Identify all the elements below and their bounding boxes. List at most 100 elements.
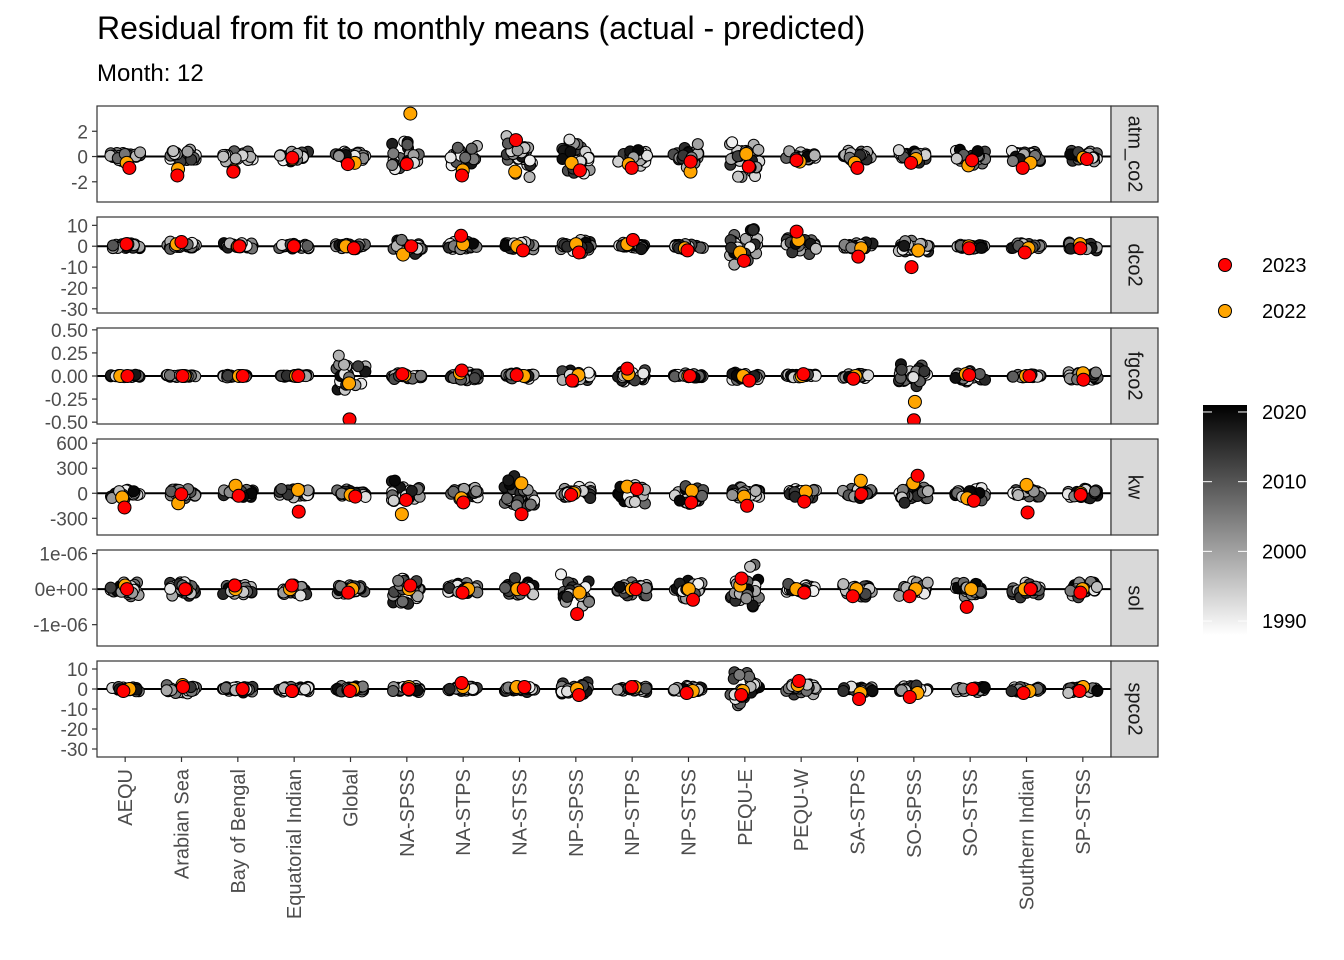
y-tick-label: 0 [77, 680, 88, 701]
history-point [918, 365, 931, 378]
history-point [221, 369, 234, 382]
point-2023 [284, 684, 299, 698]
point-2023 [395, 367, 410, 382]
point-2023 [342, 412, 357, 424]
y-tick-label: -30 [61, 300, 88, 321]
point-2023 [962, 368, 977, 383]
history-point [401, 138, 414, 151]
point-2023 [679, 686, 694, 700]
point-2023 [174, 235, 189, 250]
point-2023 [683, 154, 698, 169]
point-2023 [850, 160, 865, 175]
history-point [668, 683, 681, 696]
y-tick-label: 10 [67, 660, 88, 681]
x-tick-label: Arabian Sea [172, 768, 194, 879]
point-2023 [796, 367, 811, 382]
y-tick-label: -10 [61, 700, 88, 721]
point-2023 [285, 150, 300, 165]
point-2023 [965, 682, 980, 696]
history-point [749, 485, 762, 498]
history-point [273, 149, 286, 162]
history-point [443, 682, 456, 695]
history-point [895, 363, 908, 376]
point-2022 [739, 147, 754, 161]
point-2023 [1079, 152, 1094, 167]
chart-title: Residual from fit to monthly means (actu… [97, 10, 866, 46]
point-2023 [904, 260, 919, 275]
history-point [414, 369, 427, 382]
point-2023 [851, 249, 866, 264]
y-tick-label: 1e-06 [39, 545, 88, 566]
point-2023 [959, 599, 974, 614]
point-2023 [291, 504, 306, 519]
legend-label-2023: 2023 [1262, 255, 1307, 277]
panel-points-sol [97, 558, 1111, 621]
y-tick-label: 0 [77, 148, 88, 169]
facet-panel-kw: -300 0 300 600 kw [50, 434, 1159, 536]
x-tick-label: Southern Indian [1017, 769, 1039, 910]
history-point [1090, 581, 1103, 594]
point-2023 [789, 224, 804, 239]
history-point [387, 147, 400, 160]
legend-label-2022: 2022 [1262, 301, 1307, 323]
legend-key-2023 [1218, 258, 1232, 272]
history-point [898, 496, 911, 509]
history-point [502, 474, 515, 487]
point-2023 [1073, 487, 1088, 502]
history-point [127, 485, 140, 498]
x-tick-label: NP-SPSS [566, 769, 588, 857]
colorbar [1203, 405, 1247, 635]
history-point [561, 590, 574, 603]
point-2023 [846, 371, 861, 386]
history-point [387, 494, 400, 507]
facet-panel-sol: -1e-06 0e+00 1e-06 sol [33, 545, 1159, 647]
history-point [392, 574, 405, 587]
point-2023 [119, 582, 134, 597]
point-2023 [797, 494, 812, 509]
facet-panel-fgco2: -0.50-0.250.000.250.50 fgco2 [45, 321, 1159, 434]
facet-strip [1110, 438, 1159, 536]
x-tick-label: NP-STPS [622, 769, 644, 856]
facet-strip-label: fgco2 [1124, 352, 1146, 401]
history-point [352, 360, 365, 373]
history-point [637, 367, 650, 380]
point-2023 [456, 495, 471, 510]
history-point [1007, 370, 1020, 383]
point-2022 [1019, 477, 1034, 492]
point-2023 [624, 680, 639, 694]
panel-border [96, 660, 1112, 758]
history-point [1088, 485, 1101, 498]
facet-panels: -202 atm_co2-30-20-10010dco2-0.50-0.250.0… [33, 105, 1159, 761]
facet-strip-label: sol [1124, 585, 1146, 611]
point-2023 [910, 468, 925, 483]
point-2023 [346, 241, 361, 256]
point-2022 [403, 106, 418, 121]
point-2023 [628, 582, 643, 597]
history-point [628, 495, 641, 508]
history-point [743, 670, 756, 683]
panel-points-atm_co2 [97, 106, 1111, 184]
point-2023 [682, 369, 697, 383]
point-2023 [906, 413, 921, 424]
panel-border [96, 549, 1112, 647]
history-point [837, 578, 850, 591]
history-point [396, 595, 409, 608]
history-point [294, 589, 307, 602]
history-point [104, 581, 117, 594]
history-point [641, 149, 654, 162]
x-tick-label: SP-STSS [1073, 769, 1095, 855]
point-2023 [509, 368, 524, 383]
point-2022 [853, 473, 868, 488]
point-2023 [399, 157, 414, 172]
history-point [809, 242, 822, 255]
facet-strip [1110, 327, 1159, 425]
point-2022 [684, 483, 699, 498]
history-point [1091, 684, 1104, 697]
history-point [733, 668, 746, 681]
history-point [950, 152, 963, 165]
y-tick-label: 0e+00 [35, 580, 88, 601]
point-2023 [341, 585, 356, 600]
point-2023 [1020, 505, 1035, 520]
history-point [740, 592, 753, 605]
history-point [921, 576, 934, 589]
